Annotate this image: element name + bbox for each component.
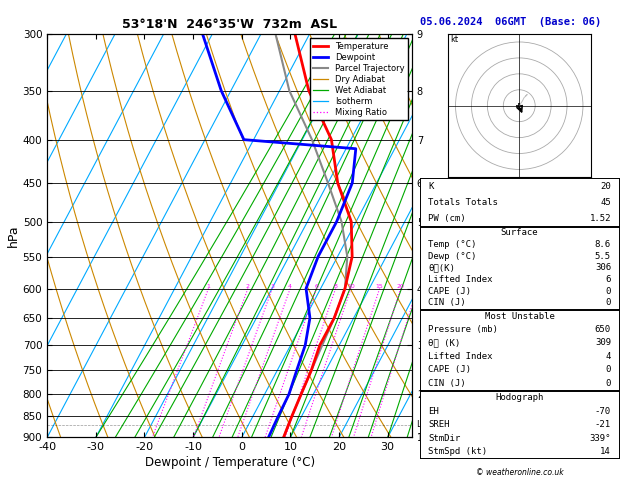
Text: 309: 309 [595,338,611,347]
Text: 6: 6 [606,275,611,284]
Text: 20: 20 [600,182,611,191]
Text: StmSpd (kt): StmSpd (kt) [428,447,487,456]
Text: -21: -21 [595,420,611,429]
Text: 45: 45 [600,198,611,207]
Text: 4: 4 [606,352,611,361]
Text: Surface: Surface [501,228,538,237]
Text: 4: 4 [288,283,292,289]
Text: 3: 3 [270,283,274,289]
Text: Lifted Index: Lifted Index [428,352,493,361]
Text: 0: 0 [606,379,611,388]
Text: 14: 14 [600,447,611,456]
Text: 05.06.2024  06GMT  (Base: 06): 05.06.2024 06GMT (Base: 06) [420,17,601,27]
Text: 2: 2 [246,283,250,289]
Text: CAPE (J): CAPE (J) [428,365,471,374]
Y-axis label: km
ASL: km ASL [425,226,446,245]
Text: Pressure (mb): Pressure (mb) [428,325,498,334]
Text: Most Unstable: Most Unstable [484,312,555,321]
Text: Temp (°C): Temp (°C) [428,240,477,249]
Text: 0: 0 [606,287,611,295]
Text: Dewp (°C): Dewp (°C) [428,252,477,260]
Text: 20: 20 [397,283,404,289]
Text: 339°: 339° [589,434,611,443]
Text: 650: 650 [595,325,611,334]
Text: θᴄ (K): θᴄ (K) [428,338,460,347]
Title: 53°18'N  246°35'W  732m  ASL: 53°18'N 246°35'W 732m ASL [122,18,337,32]
Text: kt: kt [451,35,459,44]
Text: θᴄ(K): θᴄ(K) [428,263,455,272]
Text: 306: 306 [595,263,611,272]
Text: 1.52: 1.52 [589,213,611,223]
Text: StmDir: StmDir [428,434,460,443]
Text: CAPE (J): CAPE (J) [428,287,471,295]
Text: -70: -70 [595,406,611,416]
Text: SREH: SREH [428,420,450,429]
Text: 0: 0 [606,365,611,374]
Text: Totals Totals: Totals Totals [428,198,498,207]
Text: 10: 10 [347,283,355,289]
Legend: Temperature, Dewpoint, Parcel Trajectory, Dry Adiabat, Wet Adiabat, Isotherm, Mi: Temperature, Dewpoint, Parcel Trajectory… [310,38,408,121]
Text: CIN (J): CIN (J) [428,298,465,307]
Text: 8: 8 [333,283,338,289]
Text: 5.5: 5.5 [595,252,611,260]
Text: Lifted Index: Lifted Index [428,275,493,284]
Text: 0: 0 [606,298,611,307]
Text: 6: 6 [314,283,318,289]
Text: 8.6: 8.6 [595,240,611,249]
Text: 1: 1 [206,283,211,289]
Text: K: K [428,182,433,191]
Text: 15: 15 [376,283,384,289]
Text: LCL: LCL [416,420,431,430]
Text: PW (cm): PW (cm) [428,213,465,223]
X-axis label: Dewpoint / Temperature (°C): Dewpoint / Temperature (°C) [145,456,314,469]
Text: EH: EH [428,406,439,416]
Text: Hodograph: Hodograph [496,393,543,402]
Y-axis label: hPa: hPa [7,225,19,247]
Text: © weatheronline.co.uk: © weatheronline.co.uk [476,468,564,477]
Text: CIN (J): CIN (J) [428,379,465,388]
